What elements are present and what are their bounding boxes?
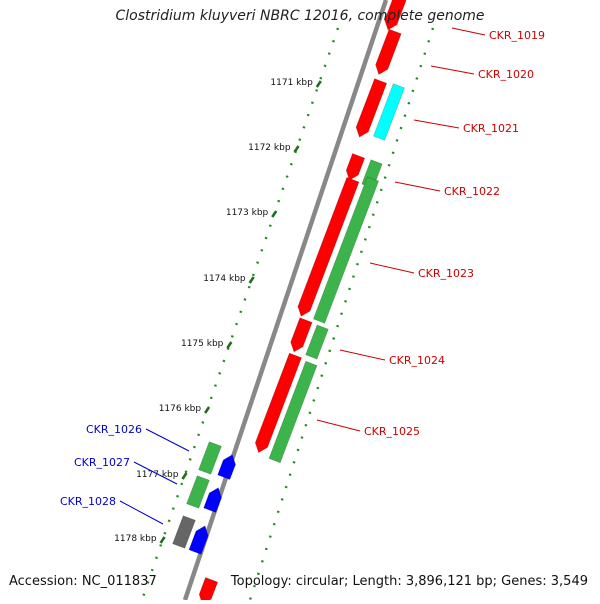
cds-inner-green <box>305 324 329 360</box>
gene-label: CKR_1028 <box>60 495 116 508</box>
tick-mark <box>226 341 233 349</box>
gene-leader-line <box>394 181 441 192</box>
tick-mark <box>293 145 300 153</box>
gene-leader-line <box>451 27 486 36</box>
gene-leader-line <box>145 428 190 452</box>
tick-label: 1171 kbp <box>270 78 313 88</box>
topology-label: Topology: circular; Length: 3,896,121 bp… <box>230 574 588 589</box>
tick-label: 1177 kbp <box>136 470 179 480</box>
tick-mark <box>271 210 278 218</box>
tick-label: 1175 kbp <box>181 339 224 349</box>
map-title: Clostridium kluyveri NBRC 12016, complet… <box>115 8 485 24</box>
tick-mark <box>204 406 211 414</box>
tick-mark <box>181 472 188 480</box>
cds-forward <box>384 0 407 31</box>
gene-label: CKR_1023 <box>418 267 474 280</box>
cds-reverse-blue <box>217 454 236 480</box>
cds-inner-green <box>268 360 318 464</box>
gene-leader-line <box>133 461 178 485</box>
tick-mark <box>248 276 255 284</box>
tick-label: 1172 kbp <box>248 143 291 153</box>
gene-leader-line <box>316 419 361 432</box>
cds-reverse-blue <box>203 487 222 513</box>
gene-label: CKR_1022 <box>444 185 500 198</box>
cds-reverse <box>198 441 222 475</box>
cds-forward <box>345 153 366 181</box>
tick-label: 1176 kbp <box>159 404 202 414</box>
gene-label: CKR_1025 <box>364 425 420 438</box>
gene-label: CKR_1020 <box>478 68 534 81</box>
tick-mark <box>315 80 322 88</box>
tick-label: 1174 kbp <box>203 274 246 284</box>
tick-ring-dots <box>140 27 340 601</box>
cds-reverse <box>186 475 210 509</box>
cds-inner-green <box>313 176 379 324</box>
cds-forward <box>198 577 219 604</box>
cds-forward <box>290 317 313 353</box>
gene-leader-line <box>339 349 386 361</box>
gene-leader-line <box>413 119 460 129</box>
cds-forward <box>375 28 402 75</box>
tick-label: 1173 kbp <box>226 208 269 218</box>
cds-forward <box>355 78 388 138</box>
accession-label: Accession: NC_011837 <box>9 574 157 589</box>
gene-leader-line <box>119 500 164 525</box>
cds-reverse-grey <box>172 515 196 549</box>
cds-forward <box>254 352 302 454</box>
tick-label: 1178 kbp <box>114 534 157 544</box>
cds-forward <box>297 177 360 317</box>
inner-ring-dots <box>248 27 435 601</box>
gene-leader-line <box>430 65 475 75</box>
gene-label: CKR_1027 <box>74 456 130 469</box>
cds-forward-cyan <box>373 83 405 141</box>
gene-leader-line <box>369 262 415 274</box>
gene-label: CKR_1026 <box>86 423 142 436</box>
cds-reverse-blue <box>188 525 209 555</box>
gene-label: CKR_1019 <box>489 29 545 42</box>
gene-label: CKR_1024 <box>389 354 445 367</box>
tick-mark <box>159 536 166 544</box>
gene-label: CKR_1021 <box>463 122 519 135</box>
